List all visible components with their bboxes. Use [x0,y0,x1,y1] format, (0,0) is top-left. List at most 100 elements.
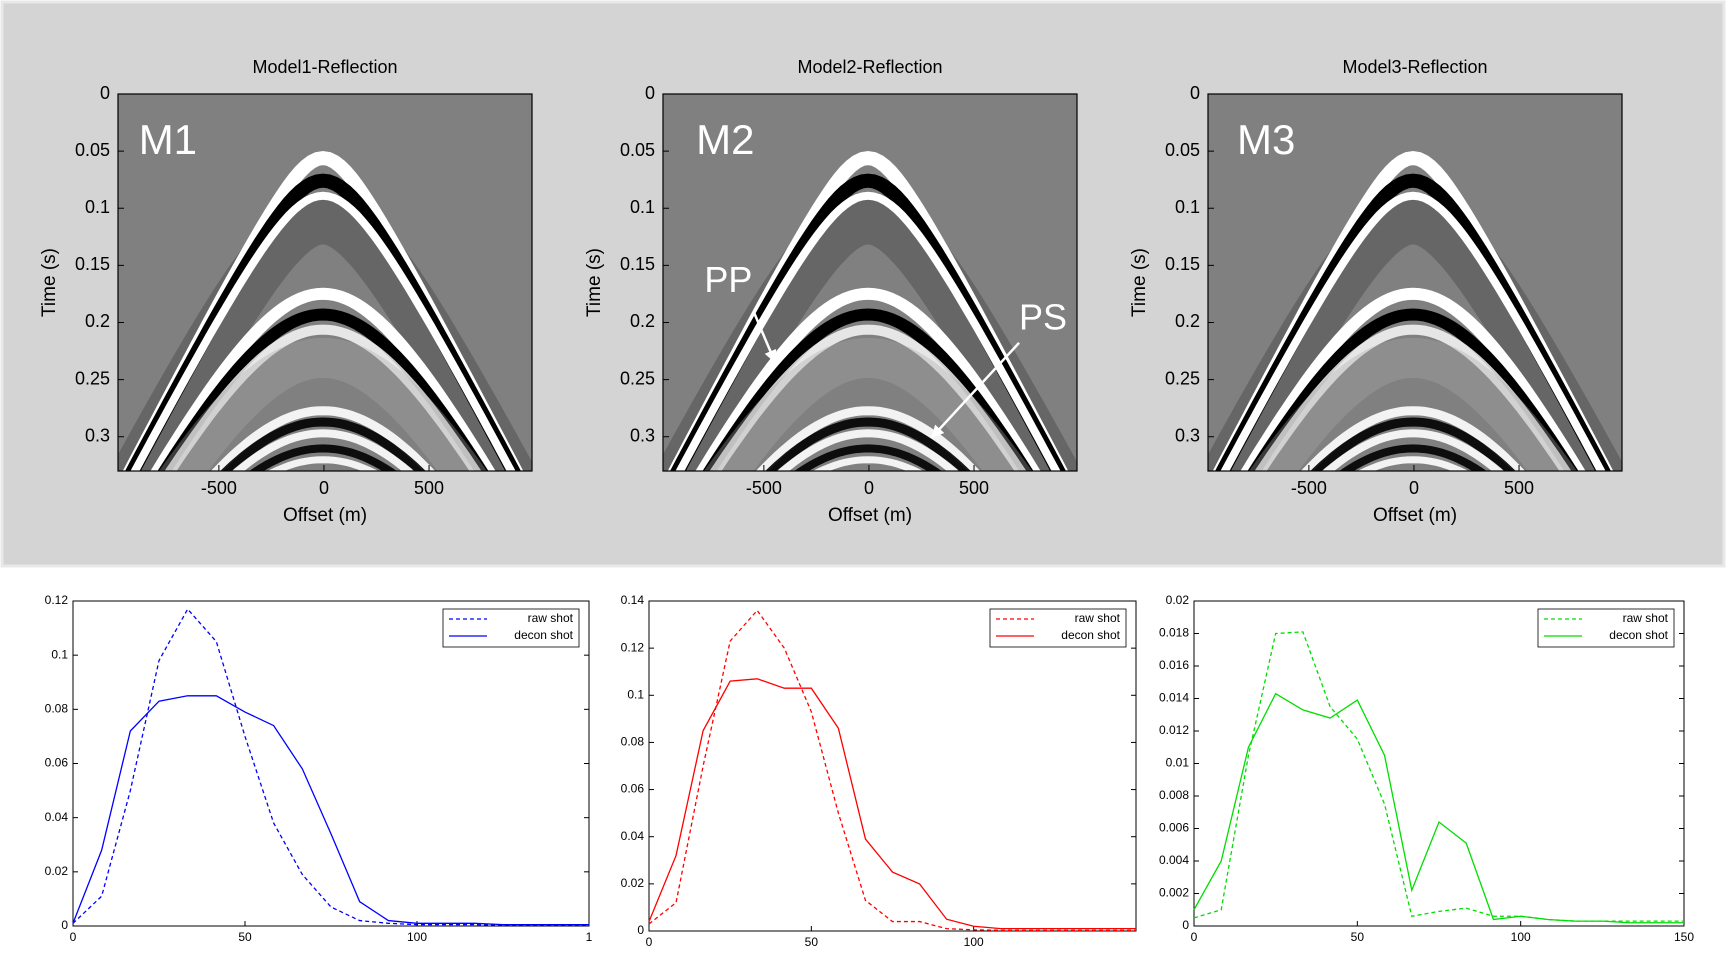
seismic-event [812,456,924,471]
x-tick-label: 150 [1674,930,1694,944]
plot-frame [117,93,533,472]
y-tick-label: 0.3 [1175,425,1200,445]
annotation: PS [1019,297,1067,338]
plot-background [648,600,1137,932]
y-tick-label: 0.1 [630,197,655,217]
seismic-event [1248,337,1578,471]
x-tick-label: -500 [1291,478,1327,498]
seismic-event [1357,456,1469,471]
seismic-event [1240,287,1586,471]
seismic-event [158,337,488,471]
seismic-event [220,417,426,471]
seismic-event [675,191,1061,471]
seismic-event [1310,417,1516,471]
seismic-event [709,324,1027,471]
y-tick-label: 0.2 [1175,311,1200,331]
y-tick-label: 0.02 [621,876,645,890]
y-tick-label: 0 [61,918,68,932]
series-line [72,608,589,926]
seismic-event [703,337,1033,471]
x-tick-label: 50 [238,930,252,944]
y-tick-label: 0.018 [1159,626,1189,640]
series-line [72,695,589,926]
seismic-event [794,444,942,471]
seismic-event [164,324,482,471]
x-tick-label: 0 [864,478,874,498]
seismic-event [157,308,489,471]
y-tick-label: 0.12 [45,593,69,607]
y-tick-label: 0.1 [85,197,110,217]
seismic-event [249,444,397,471]
series-line [1193,631,1684,922]
plot-frame [1207,93,1623,472]
seismic-event [1300,406,1526,471]
legend-label: raw shot [528,611,574,625]
seismic-image [663,94,1077,471]
y-tick-label: 0.012 [1159,723,1189,737]
x-tick-label: 1 [586,930,593,944]
y-tick-label: 0.25 [620,368,655,388]
annotation-arrow [752,312,777,363]
y-tick-label: 0.1 [1175,197,1200,217]
x-tick-label: 100 [407,930,427,944]
seismic-event [150,287,496,471]
seismic-event [1321,429,1505,471]
x-tick-label: 0 [70,930,77,944]
seismic-event [1339,444,1487,471]
seismic-event [695,287,1041,471]
legend-label: raw shot [1075,611,1121,625]
y-tick-label: 0 [1190,83,1200,103]
seismic-event [231,429,415,471]
y-tick-label: 0.1 [51,647,68,661]
y-tick-label: 0.1 [627,687,644,701]
seismic-event [210,406,436,471]
y-tick-label: 0.06 [45,756,69,770]
x-tick-label: 500 [414,478,444,498]
y-tick-label: 0.25 [1165,368,1200,388]
y-tick-label: 0.04 [621,829,645,843]
x-tick-label: -500 [201,478,237,498]
x-axis-label: Offset (m) [1373,505,1457,526]
seismic-event [1247,308,1579,471]
x-tick-label: 100 [964,935,984,949]
annotation: M1 [139,116,197,163]
legend-box [989,608,1127,648]
plot-frame [662,93,1078,472]
y-tick-label: 0.15 [1165,254,1200,274]
x-tick-label: 50 [805,935,819,949]
y-axis-label: Time (s) [584,248,605,317]
y-tick-label: 0.014 [1159,691,1189,705]
y-tick-label: 0.14 [621,593,645,607]
plot-background [72,600,590,927]
y-tick-label: 0.25 [75,368,110,388]
seismic-event [755,406,981,471]
y-tick-label: 0 [1182,918,1189,932]
x-tick-label: 50 [1351,930,1365,944]
plot-background [1193,600,1685,927]
x-tick-label: 500 [959,478,989,498]
y-tick-label: 0.08 [45,702,69,716]
y-tick-label: 0.002 [1159,886,1189,900]
y-tick-label: 0 [645,83,655,103]
seismic-event [702,308,1034,471]
chart-title: Model2-Reflection [797,57,942,77]
y-tick-label: 0.3 [85,425,110,445]
y-tick-label: 0.02 [45,864,69,878]
series-line [648,609,1136,931]
y-tick-label: 0.05 [75,140,110,160]
series-line [1193,692,1684,924]
y-tick-label: 0.04 [45,810,69,824]
y-tick-label: 0.06 [621,782,645,796]
y-tick-label: 0.02 [1166,593,1190,607]
y-axis-label: Time (s) [1129,248,1150,317]
x-tick-label: 100 [1511,930,1531,944]
legend-box [1537,608,1675,648]
x-tick-label: 0 [1191,930,1198,944]
chart-title: Model1-Reflection [252,57,397,77]
seismic-image [1208,94,1622,471]
x-tick-label: -500 [746,478,782,498]
x-axis-label: Offset (m) [828,505,912,526]
y-tick-label: 0.15 [620,254,655,274]
